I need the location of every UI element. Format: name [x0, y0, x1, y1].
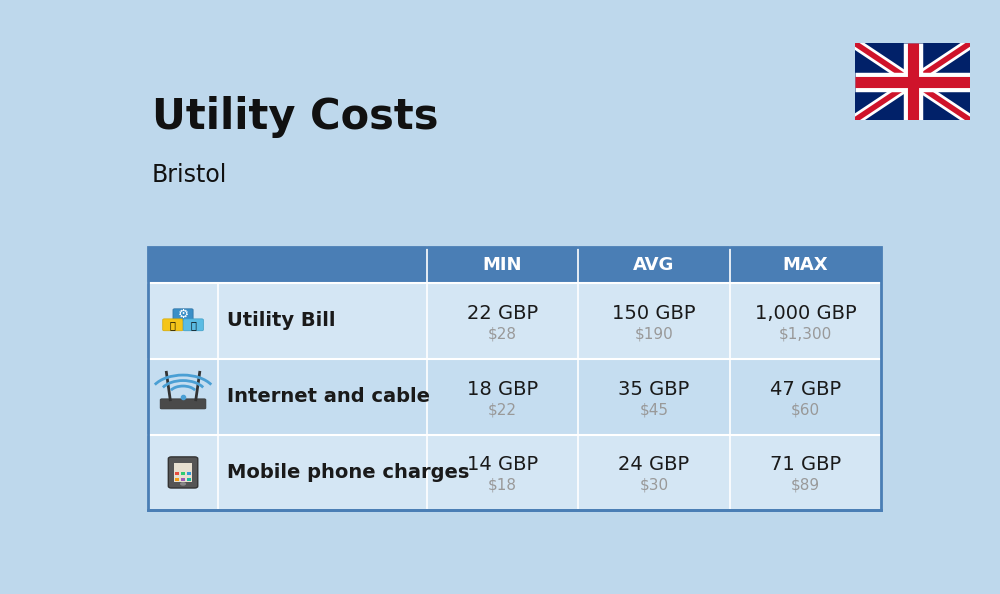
Text: $89: $89: [791, 478, 820, 493]
Text: 18 GBP: 18 GBP: [467, 380, 538, 399]
Bar: [187, 478, 191, 481]
FancyBboxPatch shape: [163, 319, 183, 331]
Text: $60: $60: [791, 402, 820, 417]
Bar: [181, 478, 185, 481]
Text: Mobile phone charges: Mobile phone charges: [227, 463, 470, 482]
Bar: [175, 472, 179, 475]
Bar: [175, 478, 179, 481]
FancyBboxPatch shape: [160, 399, 206, 409]
FancyBboxPatch shape: [148, 247, 881, 283]
Text: ⚙: ⚙: [177, 308, 189, 321]
Text: Utility Bill: Utility Bill: [227, 311, 336, 330]
Text: 24 GBP: 24 GBP: [618, 456, 690, 475]
Text: $28: $28: [488, 326, 517, 341]
Text: 150 GBP: 150 GBP: [612, 304, 696, 323]
Text: MIN: MIN: [483, 256, 522, 274]
Text: 35 GBP: 35 GBP: [618, 380, 690, 399]
Text: 🔌: 🔌: [170, 320, 176, 330]
Text: $45: $45: [639, 402, 668, 417]
FancyBboxPatch shape: [148, 283, 881, 359]
Text: 47 GBP: 47 GBP: [770, 380, 841, 399]
FancyBboxPatch shape: [148, 435, 881, 510]
Text: $18: $18: [488, 478, 517, 493]
Text: 71 GBP: 71 GBP: [770, 456, 841, 475]
Text: Utility Costs: Utility Costs: [152, 96, 439, 138]
Text: 1,000 GBP: 1,000 GBP: [755, 304, 856, 323]
Text: $190: $190: [635, 326, 673, 341]
Text: 14 GBP: 14 GBP: [467, 456, 538, 475]
Text: MAX: MAX: [783, 256, 828, 274]
Text: $1,300: $1,300: [779, 326, 832, 341]
FancyBboxPatch shape: [173, 309, 193, 321]
Text: Internet and cable: Internet and cable: [227, 387, 430, 406]
Text: 💧: 💧: [190, 320, 196, 330]
Text: $30: $30: [639, 478, 669, 493]
Text: 22 GBP: 22 GBP: [467, 304, 538, 323]
Text: Bristol: Bristol: [152, 163, 228, 187]
Text: AVG: AVG: [633, 256, 675, 274]
FancyBboxPatch shape: [148, 359, 881, 435]
FancyBboxPatch shape: [183, 319, 203, 331]
Circle shape: [180, 482, 186, 486]
Bar: [181, 472, 185, 475]
Text: $22: $22: [488, 402, 517, 417]
FancyBboxPatch shape: [168, 457, 198, 488]
Bar: [187, 472, 191, 475]
Bar: [174, 463, 192, 482]
